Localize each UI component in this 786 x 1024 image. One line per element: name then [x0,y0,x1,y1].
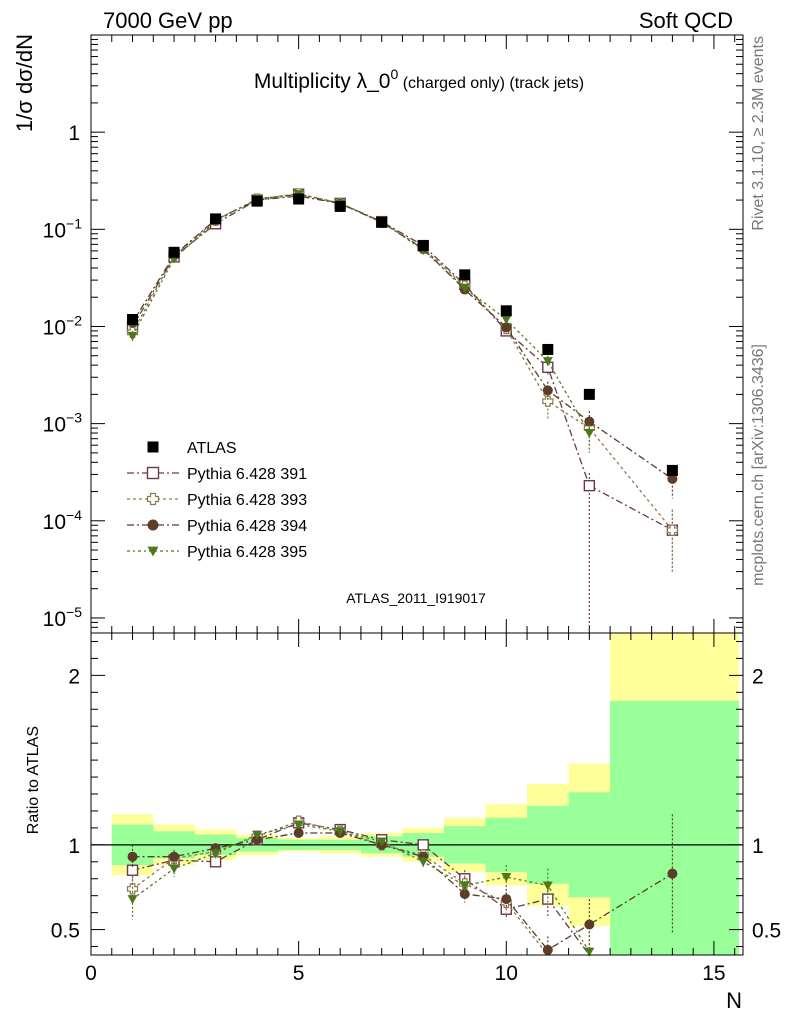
legend-label: Pythia 6.428 393 [187,492,307,509]
chart-title: Multiplicity λ_00 (charged only) (track … [254,66,584,93]
main-y-tick-label: 10−5 [43,604,83,631]
ratio-y-tick-label-right: 2 [752,665,764,688]
atlas-data-point [293,193,305,205]
atlas-data-point [500,305,512,317]
series-line [131,193,590,434]
ratio-data-point [376,837,387,847]
x-tick-label: 5 [293,962,305,985]
ratio-data-point [584,919,595,930]
ratio-data-point [418,857,429,867]
main-y-tick-label: 10−3 [43,410,83,437]
series-line [131,195,673,480]
atlas-data-point [251,195,263,207]
data-point [666,524,679,536]
ratio-plot-frame [90,632,744,956]
ratio-y-tick-label-right: 0.5 [752,920,781,943]
data-point [542,395,554,407]
atlas-data-point [583,388,595,400]
title-main: Multiplicity λ_0 [254,70,391,93]
ratio-data-point [542,893,554,905]
ratio-data-point [501,894,512,905]
ratio-data-point [667,868,678,879]
atlas-data-point [127,313,139,325]
main-y-tick-label: 10−4 [43,507,83,534]
legend-marker [147,519,159,531]
title-superscript: 0 [390,66,398,82]
header-right: Soft QCD [639,8,733,33]
legend-label: Pythia 6.428 394 [187,518,307,535]
ratio-data-point [542,944,553,955]
data-point [542,357,553,367]
ratio-y-tick-label-left: 0.5 [51,920,80,943]
x-tick-label: 15 [702,962,725,985]
main-y-tick-label: 1 [68,122,80,145]
ratio-series-line [132,823,590,952]
ratio-y-tick-label-right: 1 [752,835,764,858]
legend-label: Pythia 6.428 391 [187,466,307,483]
ratio-data-point [459,881,470,891]
atlas-data-point [666,464,678,476]
x-tick-label: 10 [495,962,518,985]
header-left: 7000 GeV pp [103,8,233,33]
atlas-data-point [334,200,346,212]
data-point [501,322,512,333]
ratio-series-line [132,822,590,956]
atlas-data-point [376,216,388,228]
ratio-plot: 0.5 0.5 1 1 2 2 0 5 10 15 [51,632,781,985]
ratio-y-axis-label: Ratio to ATLAS [25,726,42,834]
ratio-data-point [501,873,512,883]
atlas-data-point [417,240,429,252]
atlas-data-point [542,343,554,355]
data-point [501,315,512,325]
ratio-data-point [293,820,304,830]
ratio-data-point [127,851,138,862]
data-point [459,283,470,293]
main-y-tick-label: 10−2 [43,312,83,339]
ratio-data-point [417,839,429,851]
atlas-data-point [210,213,222,225]
legend-marker [147,546,159,557]
ratio-data-point [127,895,138,905]
legend: ATLAS Pythia 6.428 391 Pythia 6.428 393 Pyt… [127,440,307,561]
legend-marker [146,466,160,480]
data-point [127,331,138,341]
main-plot: 1 10−1 10−2 10−3 10−4 10−5 [43,34,744,634]
ratio-data-point [293,827,304,838]
ratio-data-point [126,883,139,895]
x-tick-label: 0 [85,962,97,985]
legend-marker [146,492,160,506]
ratio-data-point [335,827,346,837]
data-point [667,473,678,484]
side-label-mcplots: mcplots.cern.ch [arXiv:1306.3436] [750,344,767,586]
legend-label: ATLAS [187,440,237,457]
legend-marker-atlas [147,441,159,453]
ratio-y-tick-label-left: 2 [68,665,80,688]
ratio-data-point [210,849,221,859]
data-point [583,479,596,492]
side-label-rivet: Rivet 3.1.10, ≥ 2.3M events [750,36,767,231]
main-y-tick-label: 10−1 [43,215,83,242]
ratio-data-point [252,834,263,845]
ratio-data-point [584,947,595,957]
ratio-data-point [169,851,180,862]
legend-label: Pythia 6.428 395 [187,544,307,561]
data-point [542,385,553,396]
data-point [584,429,595,439]
ratio-y-tick-label-left: 1 [68,835,80,858]
ratio-data-point [169,864,180,874]
x-axis-label: N [726,988,742,1013]
atlas-data-point [459,269,471,281]
uncertainty-band-stat [610,700,739,955]
ratio-data-point [252,830,263,840]
main-y-axis-label: 1/σ dσ/dN [12,34,37,132]
title-tail: (charged only) (track jets) [398,75,584,92]
atlas-data-point [168,246,180,258]
ratio-data-point [542,881,553,891]
analysis-watermark: ATLAS_2011_I919017 [346,590,486,606]
